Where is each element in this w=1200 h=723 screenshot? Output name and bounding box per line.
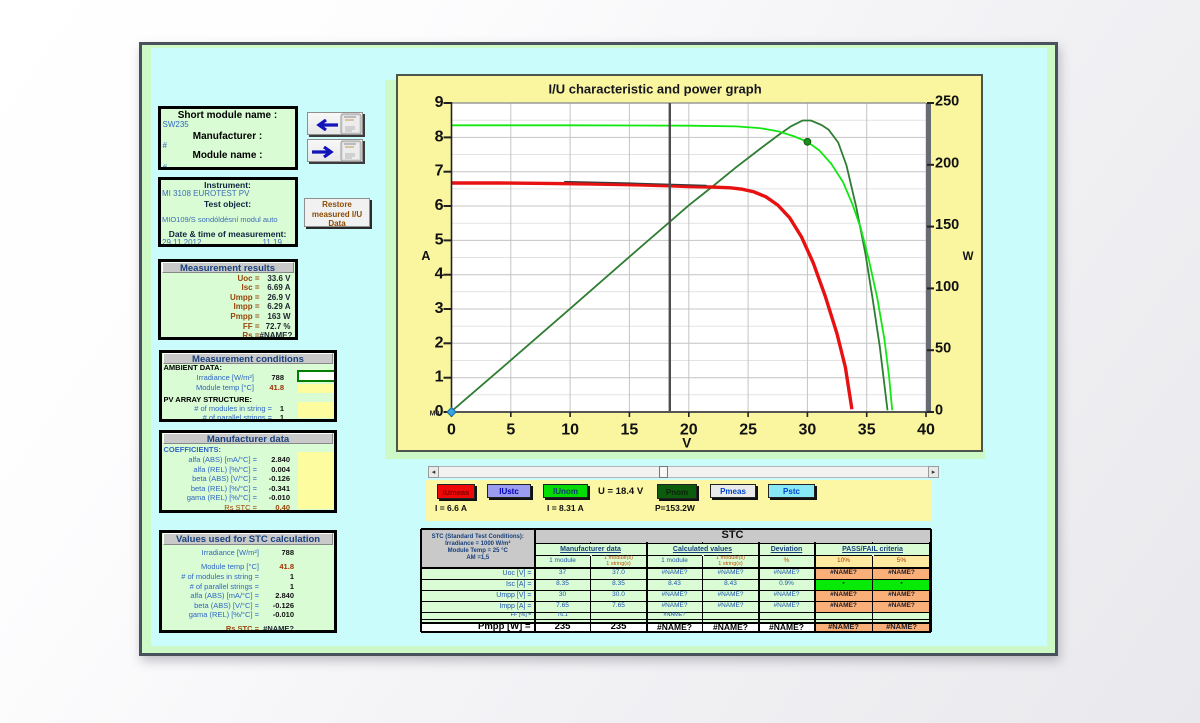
svg-text:9: 9 (435, 94, 444, 111)
svg-text:50: 50 (935, 341, 951, 357)
svg-text:15: 15 (621, 422, 639, 439)
svg-text:2: 2 (435, 334, 444, 351)
svg-text:250: 250 (935, 94, 959, 110)
svg-text:W: W (963, 251, 974, 263)
svg-text:A: A (421, 249, 430, 263)
svg-text:5: 5 (506, 422, 515, 439)
svg-text:100: 100 (935, 279, 959, 295)
svg-text:3: 3 (435, 300, 444, 317)
svg-text:200: 200 (935, 155, 959, 171)
svg-text:5: 5 (435, 231, 444, 248)
svg-text:20: 20 (680, 422, 698, 439)
svg-text:10: 10 (561, 422, 579, 439)
svg-text:0: 0 (447, 422, 456, 439)
svg-text:0: 0 (435, 403, 444, 420)
svg-text:7: 7 (435, 163, 444, 180)
svg-text:35: 35 (858, 422, 876, 439)
svg-text:6: 6 (435, 197, 444, 214)
svg-text:25: 25 (739, 422, 757, 439)
svg-text:0: 0 (935, 403, 943, 419)
svg-text:4: 4 (435, 266, 444, 283)
svg-text:8: 8 (435, 128, 444, 145)
svg-text:40: 40 (917, 422, 935, 439)
svg-text:150: 150 (935, 217, 959, 233)
svg-text:V: V (682, 436, 691, 451)
svg-text:1: 1 (435, 369, 444, 386)
svg-text:30: 30 (799, 422, 817, 439)
svg-text:M0: M0 (430, 411, 440, 418)
svg-text:I/U characteristic and power g: I/U characteristic and power graph (549, 82, 762, 97)
